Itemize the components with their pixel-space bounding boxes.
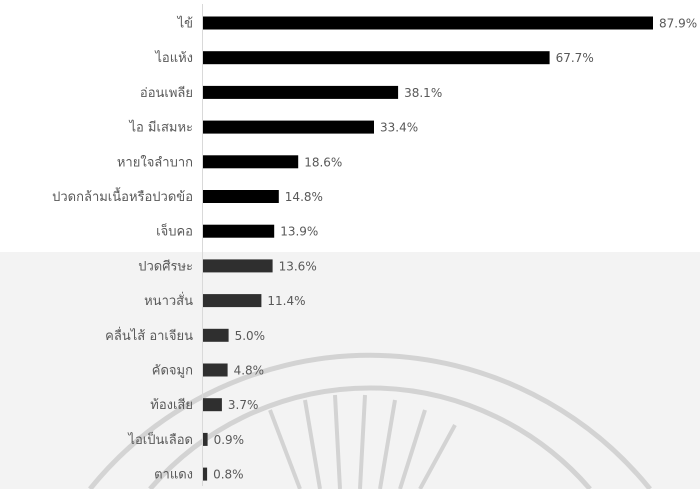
bar <box>203 120 374 134</box>
value-label: 18.6% <box>304 155 342 169</box>
background-band <box>0 252 700 489</box>
category-label: อ่อนเพลีย <box>140 85 193 101</box>
bar <box>203 432 208 446</box>
category-label: ตาแดง <box>154 468 193 483</box>
category-label: ไอ มีเสมหะ <box>128 120 193 136</box>
bar <box>203 190 279 203</box>
category-label: ไข้ <box>177 16 193 32</box>
value-label: 3.7% <box>228 398 259 412</box>
value-label: 11.4% <box>267 294 305 308</box>
category-label: หายใจลำบาก <box>117 154 193 170</box>
category-label: เจ็บคอ <box>156 222 193 240</box>
labels-layer: ไข้ 87.9% ไอแห้ง 67.7% อ่อนเพลีย 38.1% ไอ มีเส… <box>52 16 697 483</box>
bar <box>203 363 228 377</box>
value-label: 13.6% <box>279 259 317 273</box>
bar <box>203 85 399 99</box>
value-label: 38.1% <box>404 86 442 100</box>
value-label: 67.7% <box>556 51 594 65</box>
value-label: 5.0% <box>235 329 266 343</box>
category-label: หนาวสั่น <box>144 292 193 309</box>
bar <box>203 294 262 308</box>
bar <box>203 51 550 65</box>
value-label: 0.9% <box>214 433 245 447</box>
bar <box>203 467 208 481</box>
category-label: คัดจมูก <box>152 364 193 379</box>
bar <box>203 398 222 412</box>
bar <box>203 16 653 30</box>
category-label: ไอเป็นเลือด <box>127 430 193 448</box>
bar <box>203 224 275 238</box>
bars-layer <box>203 16 653 481</box>
category-label: คลื่นไส้ อาเจียน <box>105 327 193 344</box>
value-label: 13.9% <box>280 225 318 239</box>
category-label: ไอแห้ง <box>154 50 193 66</box>
category-label: ปวดศีรษะ <box>138 258 193 274</box>
bar <box>203 155 299 169</box>
bar <box>203 259 273 273</box>
category-label: ท้องเสีย <box>150 397 193 413</box>
value-label: 33.4% <box>380 121 418 135</box>
value-label: 87.9% <box>659 17 697 31</box>
value-label: 14.8% <box>285 190 323 204</box>
value-label: 4.8% <box>234 364 265 378</box>
value-label: 0.8% <box>213 468 244 482</box>
category-label: ปวดกล้ามเนื้อหรือปวดข้อ <box>52 187 193 205</box>
bar <box>203 328 229 342</box>
